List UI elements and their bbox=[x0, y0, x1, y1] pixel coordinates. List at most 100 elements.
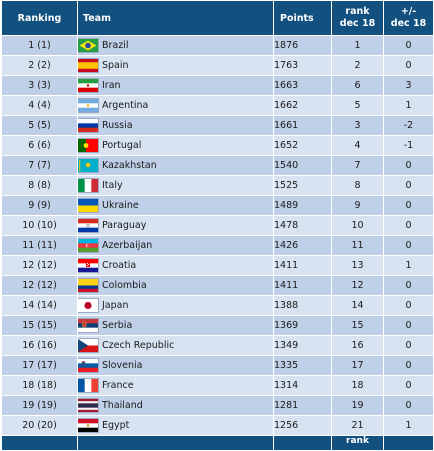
team-cell[interactable]: Thailand bbox=[77, 395, 274, 416]
team-name[interactable]: Russia bbox=[102, 120, 133, 131]
table-row[interactable]: 3 (3) Iran 1663 6 3 bbox=[1, 75, 434, 96]
points-cell: 1335 bbox=[273, 355, 332, 376]
previous-rank-cell: 9 bbox=[331, 195, 384, 216]
team-name[interactable]: Czech Republic bbox=[102, 340, 175, 351]
team-cell[interactable]: Colombia bbox=[77, 275, 274, 296]
header-rank-change[interactable]: +/- dec 18 bbox=[383, 0, 434, 36]
table-row[interactable]: 12 (12) Croatia 1411 13 1 bbox=[1, 255, 434, 276]
rank-cell: 2 (2) bbox=[1, 55, 78, 76]
points-cell: 1662 bbox=[273, 95, 332, 116]
header-ranking[interactable]: Ranking bbox=[1, 0, 78, 36]
team-name[interactable]: France bbox=[102, 380, 134, 391]
team-name[interactable]: Serbia bbox=[102, 320, 133, 331]
table-row[interactable]: 5 (5) Russia 1661 3 -2 bbox=[1, 115, 434, 136]
team-cell[interactable]: Iran bbox=[77, 75, 274, 96]
team-cell[interactable]: Italy bbox=[77, 175, 274, 196]
team-name[interactable]: Egypt bbox=[102, 420, 130, 431]
team-name[interactable]: Ukraine bbox=[102, 200, 139, 211]
footer-partial-label: rank bbox=[331, 435, 384, 451]
rank-change-cell: 1 bbox=[383, 95, 434, 116]
previous-rank-cell: 6 bbox=[331, 75, 384, 96]
table-row[interactable]: 10 (10) Paraguay 1478 10 0 bbox=[1, 215, 434, 236]
rank-change-cell: 0 bbox=[383, 55, 434, 76]
team-name[interactable]: Italy bbox=[102, 180, 123, 191]
team-cell[interactable]: Portugal bbox=[77, 135, 274, 156]
team-cell[interactable]: Serbia bbox=[77, 315, 274, 336]
rank-cell: 7 (7) bbox=[1, 155, 78, 176]
table-row[interactable]: 16 (16) Czech Republic 1349 16 0 bbox=[1, 335, 434, 356]
header-team[interactable]: Team bbox=[77, 0, 274, 36]
previous-rank-cell: 19 bbox=[331, 395, 384, 416]
previous-rank-cell: 7 bbox=[331, 155, 384, 176]
table-row[interactable]: 20 (20) Egypt 1256 21 1 bbox=[1, 415, 434, 436]
team-name[interactable]: Croatia bbox=[102, 260, 137, 271]
italy-flag-icon bbox=[78, 179, 98, 192]
table-row[interactable]: 15 (15) Serbia 1369 15 0 bbox=[1, 315, 434, 336]
team-name[interactable]: Portugal bbox=[102, 140, 142, 151]
team-name[interactable]: Iran bbox=[102, 80, 121, 91]
previous-rank-cell: 1 bbox=[331, 35, 384, 56]
team-name[interactable]: Kazakhstan bbox=[102, 160, 157, 171]
team-cell[interactable]: Ukraine bbox=[77, 195, 274, 216]
czech-republic-flag-icon bbox=[78, 339, 98, 352]
previous-rank-cell: 10 bbox=[331, 215, 384, 236]
team-cell[interactable]: France bbox=[77, 375, 274, 396]
points-cell: 1281 bbox=[273, 395, 332, 416]
header-points[interactable]: Points bbox=[273, 0, 332, 36]
team-cell[interactable]: Egypt bbox=[77, 415, 274, 436]
table-row[interactable]: 7 (7) Kazakhstan 1540 7 0 bbox=[1, 155, 434, 176]
argentina-flag-icon bbox=[78, 99, 98, 112]
table-row[interactable]: 19 (19) Thailand 1281 19 0 bbox=[1, 395, 434, 416]
egypt-flag-icon bbox=[78, 419, 98, 432]
rank-change-cell: 0 bbox=[383, 335, 434, 356]
team-cell[interactable]: Russia bbox=[77, 115, 274, 136]
table-row[interactable]: 9 (9) Ukraine 1489 9 0 bbox=[1, 195, 434, 216]
team-name[interactable]: Spain bbox=[102, 60, 129, 71]
table-row[interactable]: 14 (14) Japan 1388 14 0 bbox=[1, 295, 434, 316]
table-row[interactable]: 17 (17) Slovenia 1335 17 0 bbox=[1, 355, 434, 376]
team-cell[interactable]: Spain bbox=[77, 55, 274, 76]
team-name[interactable]: Paraguay bbox=[102, 220, 147, 231]
table-row[interactable]: 12 (12) Colombia 1411 12 0 bbox=[1, 275, 434, 296]
previous-rank-cell: 12 bbox=[331, 275, 384, 296]
rank-change-cell: 0 bbox=[383, 155, 434, 176]
team-cell[interactable]: Azerbaijan bbox=[77, 235, 274, 256]
table-header-row: Ranking Team Points rank dec 18 +/- dec 18 bbox=[1, 0, 434, 36]
table-row[interactable]: 8 (8) Italy 1525 8 0 bbox=[1, 175, 434, 196]
team-cell[interactable]: Paraguay bbox=[77, 215, 274, 236]
points-cell: 1256 bbox=[273, 415, 332, 436]
team-name[interactable]: Brazil bbox=[102, 40, 129, 51]
previous-rank-cell: 14 bbox=[331, 295, 384, 316]
team-name[interactable]: Thailand bbox=[102, 400, 143, 411]
header-previous-rank[interactable]: rank dec 18 bbox=[331, 0, 384, 36]
team-name[interactable]: Colombia bbox=[102, 280, 147, 291]
points-cell: 1369 bbox=[273, 315, 332, 336]
azerbaijan-flag-icon bbox=[78, 239, 98, 252]
team-cell[interactable]: Brazil bbox=[77, 35, 274, 56]
team-name[interactable]: Slovenia bbox=[102, 360, 143, 371]
table-row[interactable]: 6 (6) Portugal 1652 4 -1 bbox=[1, 135, 434, 156]
france-flag-icon bbox=[78, 379, 98, 392]
team-name[interactable]: Azerbaijan bbox=[102, 240, 153, 251]
team-cell[interactable]: Kazakhstan bbox=[77, 155, 274, 176]
table-row[interactable]: 1 (1) Brazil 1876 1 0 bbox=[1, 35, 434, 56]
team-name[interactable]: Japan bbox=[102, 300, 129, 311]
rank-cell: 1 (1) bbox=[1, 35, 78, 56]
points-cell: 1763 bbox=[273, 55, 332, 76]
team-cell[interactable]: Slovenia bbox=[77, 355, 274, 376]
points-cell: 1663 bbox=[273, 75, 332, 96]
table-row[interactable]: 18 (18) France 1314 18 0 bbox=[1, 375, 434, 396]
team-cell[interactable]: Argentina bbox=[77, 95, 274, 116]
points-cell: 1478 bbox=[273, 215, 332, 236]
table-row[interactable]: 2 (2) Spain 1763 2 0 bbox=[1, 55, 434, 76]
team-name[interactable]: Argentina bbox=[102, 100, 149, 111]
rank-change-cell: 1 bbox=[383, 415, 434, 436]
table-row[interactable]: 11 (11) Azerbaijan 1426 11 0 bbox=[1, 235, 434, 256]
team-cell[interactable]: Japan bbox=[77, 295, 274, 316]
team-cell[interactable]: Czech Republic bbox=[77, 335, 274, 356]
rank-change-cell: 0 bbox=[383, 275, 434, 296]
paraguay-flag-icon bbox=[78, 219, 98, 232]
table-row[interactable]: 4 (4) Argentina 1662 5 1 bbox=[1, 95, 434, 116]
team-cell[interactable]: Croatia bbox=[77, 255, 274, 276]
